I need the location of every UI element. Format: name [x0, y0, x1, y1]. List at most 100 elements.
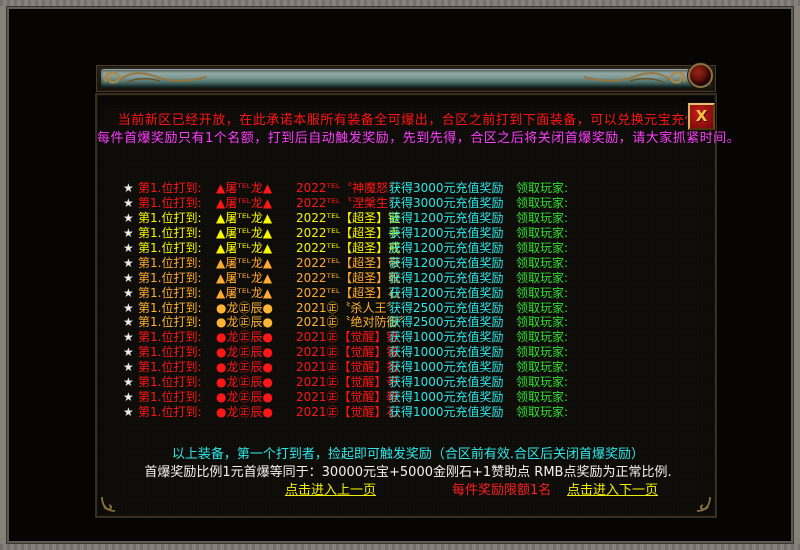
player-name: ▲屠ᵀᴱᴸ龙▲	[216, 240, 273, 255]
reward-text: 获得1200元充值奖励	[389, 225, 504, 240]
star-icon: ★	[123, 315, 134, 330]
item-name: 2022ᵀᴱᴸ〝神魔怒〞	[296, 181, 401, 195]
close-x-icon: X	[695, 107, 708, 125]
table-row: ★ 第1.位打到: ●龙㊣辰● 2021㊣〝绝对防御〞 获得2500元充值奖励 领取玩家:	[97, 315, 719, 330]
star-icon: ★	[123, 195, 134, 210]
first-drop-reward-window: X 当前新区已经开放，在此承诺本服所有装备全可爆出，合区之前打到下面装备，可以兑…	[95, 63, 741, 518]
announcement-line1: 当前新区已经开放，在此承诺本服所有装备全可爆出，合区之前打到下面装备，可以兑换元…	[117, 113, 699, 128]
pagination-row: 点击进入上一页 每件奖励限额1名 点击进入下一页	[97, 479, 719, 498]
table-row: ★ 第1.位打到: ▲屠ᵀᴱᴸ龙▲ 2022ᵀᴱᴸ【超圣】靴 获得1200元充值奖励 领取…	[97, 271, 719, 286]
table-row: ★ 第1.位打到: ▲屠ᵀᴱᴸ龙▲ 2022ᵀᴱᴸ【超圣】带 获得1200元充值奖励 领取…	[97, 256, 719, 271]
reward-text: 获得1200元充值奖励	[389, 255, 504, 270]
scroll-ornament-icon	[104, 71, 207, 84]
player-name: ●龙㊣辰●	[216, 345, 273, 360]
rank-label: 第1.位打到:	[138, 390, 202, 405]
claim-label: 领取玩家:	[516, 210, 569, 225]
item-name: 2022ᵀᴱᴸ【超圣】链	[296, 210, 401, 225]
item-name: 2021㊣【觉醒】石	[296, 405, 399, 420]
star-icon: ★	[123, 375, 134, 390]
table-row: ★ 第1.位打到: ▲屠ᵀᴱᴸ龙▲ 2022ᵀᴱᴸ〝神魔怒〞 获得3000元充值奖励 领取…	[97, 181, 719, 196]
rank-label: 第1.位打到:	[138, 345, 202, 360]
reward-text: 获得2500元充值奖励	[389, 300, 504, 315]
titlebar-orb-icon	[688, 63, 713, 88]
rank-label: 第1.位打到:	[138, 225, 202, 240]
item-name: 2021㊣〝绝对防御〞	[296, 315, 411, 330]
claim-label: 领取玩家:	[516, 300, 569, 315]
item-name: 2022ᵀᴱᴸ【超圣】手	[296, 225, 401, 240]
reward-text: 获得1200元充值奖励	[389, 270, 504, 285]
table-row: ★ 第1.位打到: ▲屠ᵀᴱᴸ龙▲ 2022ᵀᴱᴸ【超圣】石 获得1200元充值奖励 领取…	[97, 286, 719, 301]
rank-label: 第1.位打到:	[138, 330, 202, 345]
table-row: ★ 第1.位打到: ●龙㊣辰● 2021㊣【觉醒】带 获得1000元充值奖励 领取玩家:	[97, 375, 719, 390]
prev-page-link[interactable]: 点击进入上一页	[285, 483, 377, 498]
player-name: ●龙㊣辰●	[216, 300, 273, 315]
table-row: ★ 第1.位打到: ●龙㊣辰● 2021㊣【觉醒】鞋 获得1000元充值奖励 领取玩家:	[97, 390, 719, 405]
corner-curl-icon	[696, 496, 711, 512]
rank-label: 第1.位打到:	[138, 270, 202, 285]
announcement-line2: 每件首爆奖励只有1个名额，打到后自动触发奖励，先到先得，合区之后将关闭首爆奖励，…	[97, 131, 741, 146]
reward-text: 获得1200元充值奖励	[389, 210, 504, 225]
next-page-link[interactable]: 点击进入下一页	[567, 483, 659, 498]
item-name: 2021㊣【觉醒】镯	[296, 345, 399, 360]
player-name: ▲屠ᵀᴱᴸ龙▲	[216, 225, 273, 240]
reward-text: 获得3000元充值奖励	[389, 195, 504, 210]
player-name: ●龙㊣辰●	[216, 375, 273, 390]
star-icon: ★	[123, 300, 134, 315]
player-name: ▲屠ᵀᴱᴸ龙▲	[216, 210, 273, 225]
table-row: ★ 第1.位打到: ▲屠ᵀᴱᴸ龙▲ 2022ᵀᴱᴸ【超圣】手 获得1200元充值奖励 领取…	[97, 226, 719, 241]
claim-label: 领取玩家:	[516, 240, 569, 255]
claim-label: 领取玩家:	[516, 225, 569, 240]
claim-label: 领取玩家:	[516, 315, 569, 330]
table-row: ★ 第1.位打到: ●龙㊣辰● 2021㊣【觉醒】镯 获得1000元充值奖励 领取玩家:	[97, 345, 719, 360]
player-name: ●龙㊣辰●	[216, 390, 273, 405]
player-name: ▲屠ᵀᴱᴸ龙▲	[216, 255, 273, 270]
close-button[interactable]: X	[688, 103, 715, 130]
table-row: ★ 第1.位打到: ●龙㊣辰● 2021㊣〝杀人王〞 获得2500元充值奖励 领取玩家:	[97, 301, 719, 316]
star-icon: ★	[123, 405, 134, 420]
claim-label: 领取玩家:	[516, 270, 569, 285]
claim-label: 领取玩家:	[516, 255, 569, 270]
rank-label: 第1.位打到:	[138, 315, 202, 330]
item-name: 2021㊣〝杀人王〞	[296, 300, 399, 315]
star-icon: ★	[123, 181, 134, 195]
rank-label: 第1.位打到:	[138, 195, 202, 210]
claim-label: 领取玩家:	[516, 360, 569, 375]
limit-note: 每件奖励限额1名	[452, 483, 552, 498]
player-name: ▲屠ᵀᴱᴸ龙▲	[216, 195, 273, 210]
reward-text: 获得2500元充值奖励	[389, 315, 504, 330]
window-body: 当前新区已经开放，在此承诺本服所有装备全可爆出，合区之前打到下面装备，可以兑换元…	[95, 93, 741, 518]
player-name: ●龙㊣辰●	[216, 315, 273, 330]
star-icon: ★	[123, 360, 134, 375]
star-icon: ★	[123, 285, 134, 300]
reward-text: 获得1000元充值奖励	[389, 405, 504, 420]
claim-label: 领取玩家:	[516, 390, 569, 405]
item-name: 2021㊣【觉醒】链	[296, 330, 399, 345]
claim-label: 领取玩家:	[516, 181, 569, 195]
player-name: ●龙㊣辰●	[216, 360, 273, 375]
table-row: ★ 第1.位打到: ▲屠ᵀᴱᴸ龙▲ 2022ᵀᴱᴸ【超圣】戒 获得1200元充值奖励 领取…	[97, 241, 719, 256]
titlebar-glass	[101, 69, 711, 88]
reward-text: 获得1000元充值奖励	[389, 390, 504, 405]
item-name: 2022ᵀᴱᴸ【超圣】石	[296, 285, 401, 300]
corner-curl-icon	[101, 496, 116, 512]
reward-text: 获得1200元充值奖励	[389, 240, 504, 255]
star-icon: ★	[123, 330, 134, 345]
reward-text: 获得1200元充值奖励	[389, 285, 504, 300]
rank-label: 第1.位打到:	[138, 360, 202, 375]
star-icon: ★	[123, 345, 134, 360]
rank-label: 第1.位打到:	[138, 240, 202, 255]
item-name: 2022ᵀᴱᴸ【超圣】靴	[296, 270, 401, 285]
player-name: ▲屠ᵀᴱᴸ龙▲	[216, 181, 273, 195]
item-name: 2022ᵀᴱᴸ【超圣】戒	[296, 240, 401, 255]
window-titlebar[interactable]	[95, 63, 717, 93]
table-row: ★ 第1.位打到: ●龙㊣辰● 2021㊣【觉醒】链 获得1000元充值奖励 领取玩家:	[97, 330, 719, 345]
claim-label: 领取玩家:	[516, 375, 569, 390]
reward-text: 获得1000元充值奖励	[389, 330, 504, 345]
player-name: ▲屠ᵀᴱᴸ龙▲	[216, 270, 273, 285]
reward-text: 获得1000元充值奖励	[389, 345, 504, 360]
rank-label: 第1.位打到:	[138, 181, 202, 195]
star-icon: ★	[123, 240, 134, 255]
item-name: 2022ᵀᴱᴸ〝涅槃生〞	[296, 195, 401, 210]
reward-text: 获得1000元充值奖励	[389, 375, 504, 390]
